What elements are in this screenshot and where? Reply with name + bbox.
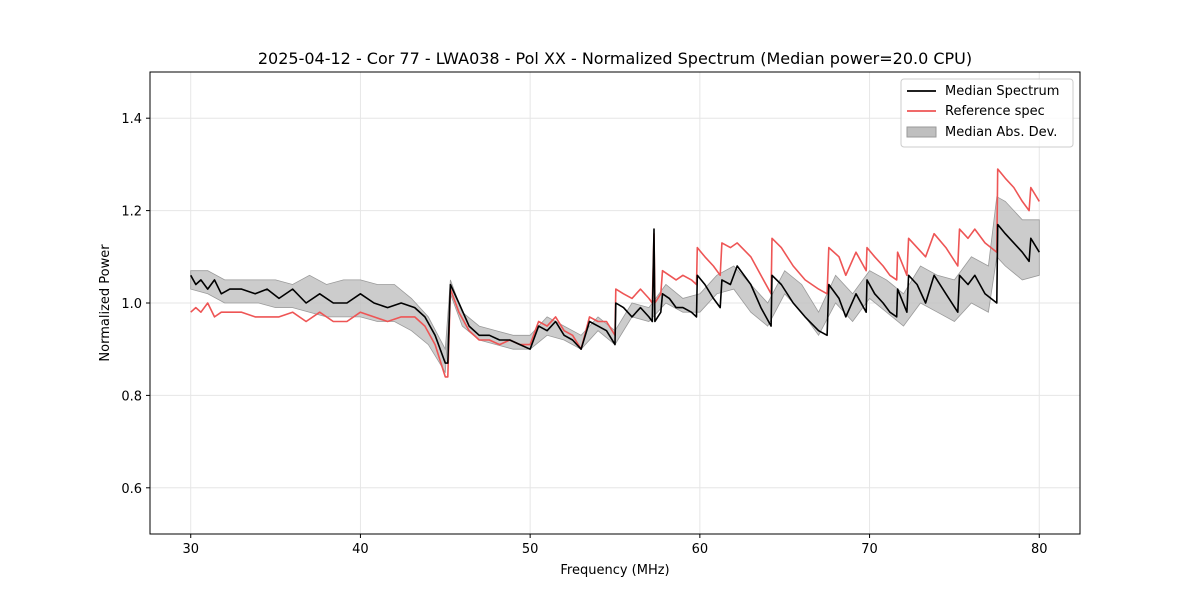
y-tick-label: 0.6 [121,482,142,497]
legend-label-mad: Median Abs. Dev. [945,125,1057,140]
x-tick-label: 70 [861,542,878,557]
y-tick-label: 1.0 [121,297,142,312]
reference-spec-line [190,168,1040,378]
x-axis-label: Frequency (MHz) [560,563,669,578]
y-tick-label: 1.2 [121,205,142,220]
legend-label-median: Median Spectrum [945,84,1059,99]
x-tick-label: 60 [692,542,709,557]
chart-title: 2025-04-12 - Cor 77 - LWA038 - Pol XX - … [258,49,972,68]
median-spectrum-line [190,223,1040,364]
legend: Median Spectrum Reference spec Median Ab… [900,78,1074,148]
x-tick-label: 80 [1031,542,1048,557]
legend-label-reference: Reference spec [945,104,1045,119]
x-tick-label: 40 [352,542,369,557]
plot-data [190,168,1040,378]
legend-swatch-mad [906,126,937,138]
legend-box [900,78,1074,148]
x-tick-label: 50 [522,542,539,557]
y-tick-label: 0.8 [121,389,142,404]
y-tick-label: 1.4 [121,112,142,127]
y-axis-label: Normalized Power [98,244,113,362]
axis-ticks: 30 40 50 60 70 80 0.6 0.8 1.0 1.2 1.4 [121,112,1047,557]
x-tick-label: 30 [182,542,199,557]
